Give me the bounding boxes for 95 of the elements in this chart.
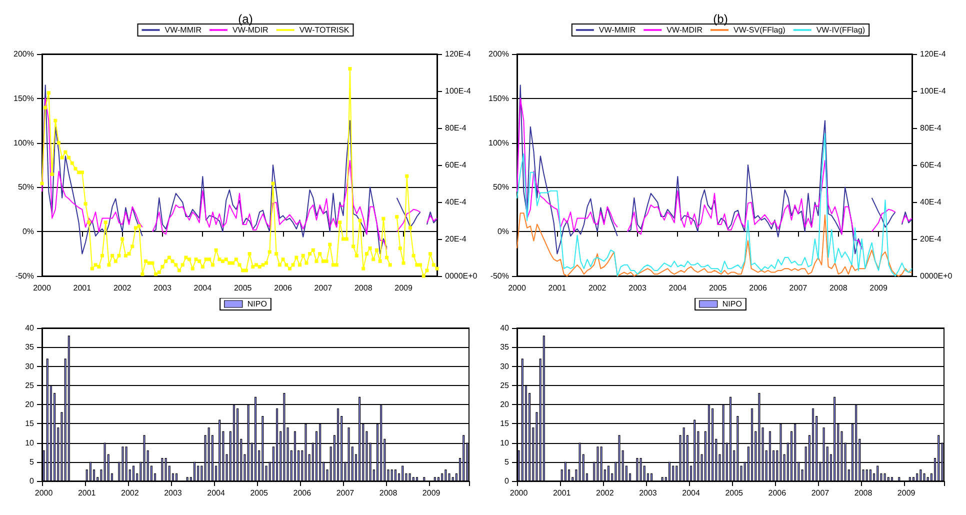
x-tick-label: 2004 <box>207 488 226 498</box>
y-tick-label: 15 <box>25 419 35 428</box>
x-tick-label: 2006 <box>749 284 768 292</box>
y-tick-label: 200% <box>488 50 509 58</box>
y-tick-label: 100% <box>14 138 34 148</box>
y2-tick-label: 0000E+0 <box>445 272 478 280</box>
legend-label: NIPO <box>247 300 267 308</box>
x-tick-label: 2008 <box>354 284 373 292</box>
y2-tick-label: 20E-4 <box>445 234 467 244</box>
y2-tick-label: 60E-4 <box>445 160 467 170</box>
x-tick-label: 2003 <box>154 284 172 292</box>
y-tick-label: 25 <box>25 380 35 390</box>
y2-tick-label: 100E-4 <box>445 86 472 96</box>
y-tick-label: -50% <box>15 272 34 280</box>
y-tick-label: 0% <box>22 227 34 236</box>
y2-tick-label: 80E-4 <box>445 124 467 132</box>
y-tick-label: 35 <box>500 342 510 352</box>
x-tick-label: 2006 <box>768 488 787 498</box>
y-tick-label: 5 <box>504 457 510 466</box>
legend-label: VW-MMIR <box>598 26 636 34</box>
x-tick-label: 2008 <box>854 488 873 498</box>
chart-title: (b) <box>713 12 728 26</box>
y-tick-label: 0 <box>30 476 35 486</box>
y2-tick-label: 20E-4 <box>920 234 942 244</box>
y-tick-label: 10 <box>500 438 510 448</box>
y2-tick-label: 40E-4 <box>920 198 942 206</box>
x-tick-label: 2005 <box>250 488 269 498</box>
y-tick-label: 30 <box>25 362 35 371</box>
x-tick-label: 2008 <box>379 488 398 498</box>
y-tick-label: 30 <box>500 362 510 371</box>
x-tick-label: 2000 <box>33 284 52 292</box>
chart-title: (a) <box>238 12 253 26</box>
y-tick-label: 100% <box>488 138 509 148</box>
x-tick-label: 2001 <box>78 488 96 498</box>
y-tick-label: 50% <box>18 182 34 192</box>
x-tick-label: 2005 <box>234 284 252 292</box>
legend-label: VW-IV(FFlag) <box>816 26 866 34</box>
y-tick-label: 40 <box>25 324 35 332</box>
x-tick-label: 2002 <box>121 488 140 498</box>
y-tick-label: 25 <box>500 380 510 390</box>
x-tick-label: 2009 <box>897 488 916 498</box>
x-tick-label: 2006 <box>293 488 312 498</box>
x-tick-label: 2000 <box>34 488 54 498</box>
x-tick-label: 2004 <box>668 284 688 292</box>
legend-label: NIPO <box>722 300 742 308</box>
legend-label: VW-MDIR <box>232 26 269 34</box>
y-tick-label: 10 <box>25 438 35 448</box>
y-tick-label: 50% <box>492 182 509 192</box>
x-tick-label: 2009 <box>870 284 888 292</box>
y-tick-label: 150% <box>14 94 34 103</box>
x-tick-label: 2000 <box>508 284 526 292</box>
x-tick-label: 2009 <box>422 488 441 498</box>
legend-label: VW-MDIR <box>666 26 703 34</box>
y-tick-label: 0 <box>504 476 510 486</box>
y-tick-label: 15 <box>500 419 510 428</box>
x-tick-label: 2003 <box>164 488 182 498</box>
y2-tick-label: 80E-4 <box>920 124 942 132</box>
y-tick-label: 40 <box>500 324 510 332</box>
x-tick-label: 2005 <box>708 284 728 292</box>
y2-tick-label: 120E-4 <box>445 50 472 58</box>
x-tick-label: 2001 <box>548 284 567 292</box>
y2-tick-label: 0000E+0 <box>920 272 953 280</box>
x-tick-label: 2006 <box>274 284 292 292</box>
legend-label: VW-SV(FFlag) <box>733 26 786 34</box>
x-tick-label: 2000 <box>510 488 528 498</box>
y2-tick-label: 40E-4 <box>445 198 467 206</box>
x-tick-label: 2003 <box>628 284 647 292</box>
x-tick-label: 2002 <box>113 284 132 292</box>
x-tick-label: 2008 <box>829 284 848 292</box>
y-tick-label: 0% <box>497 227 509 236</box>
x-tick-label: 2007 <box>811 488 830 498</box>
x-tick-label: 2001 <box>552 488 572 498</box>
x-tick-label: 2007 <box>336 488 355 498</box>
y-tick-label: 5 <box>30 457 35 466</box>
y-tick-label: -50% <box>490 272 509 280</box>
x-tick-label: 2009 <box>394 284 413 292</box>
x-tick-label: 2005 <box>725 488 744 498</box>
y2-tick-label: 100E-4 <box>920 86 946 96</box>
y-tick-label: 35 <box>25 342 35 352</box>
x-tick-label: 2002 <box>588 284 607 292</box>
y-tick-label: 20 <box>25 400 35 409</box>
x-tick-label: 2002 <box>596 488 614 498</box>
y2-tick-label: 120E-4 <box>920 50 946 58</box>
y-tick-label: 200% <box>14 50 34 58</box>
x-tick-label: 2004 <box>682 488 700 498</box>
x-tick-label: 2003 <box>639 488 658 498</box>
x-tick-label: 2004 <box>194 284 212 292</box>
legend-label: VW-TOTRISK <box>299 26 350 34</box>
y-tick-label: 150% <box>488 94 509 103</box>
x-tick-label: 2007 <box>314 284 333 292</box>
x-tick-label: 2007 <box>789 284 808 292</box>
y2-tick-label: 60E-4 <box>920 160 942 170</box>
y-tick-label: 20 <box>500 400 510 409</box>
x-tick-label: 2001 <box>73 284 92 292</box>
legend-label: VW-MMIR <box>164 26 202 34</box>
